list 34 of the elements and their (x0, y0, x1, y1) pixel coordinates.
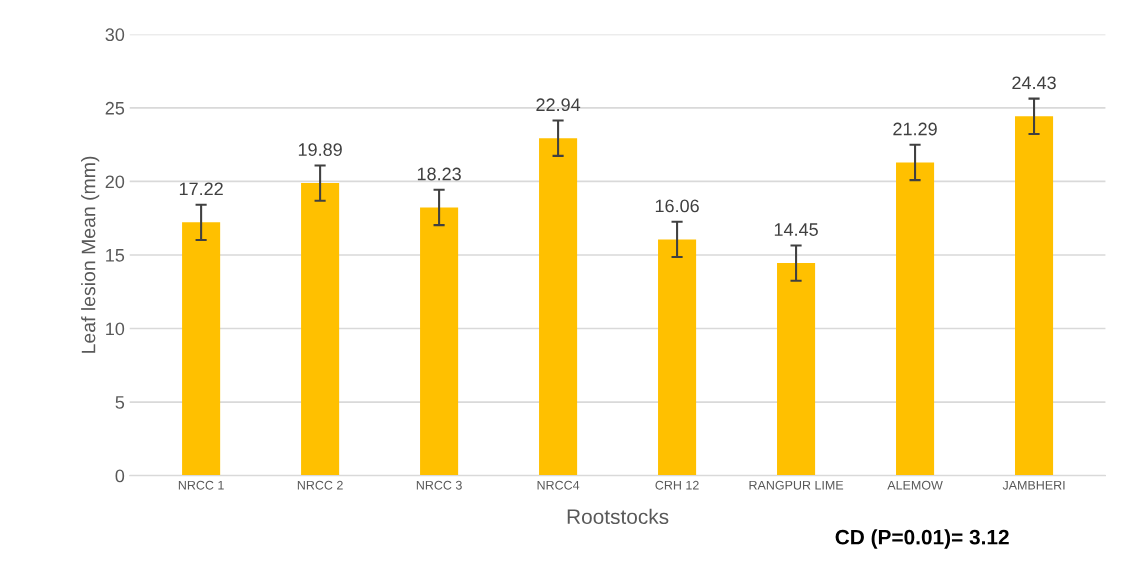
x-tick-label: ALEMOW (887, 480, 943, 490)
x-tick-label: NRCC 3 (416, 480, 462, 490)
x-tick-label: NRCC 2 (297, 480, 343, 490)
x-tick-label: JAMBHERI (1002, 480, 1065, 490)
data-label: 17.22 (179, 182, 223, 196)
y-tick-label: 10 (106, 322, 125, 336)
y-tick-label: 0 (115, 469, 125, 483)
data-label: 14.45 (774, 223, 818, 236)
y-axis-title: Leaf lesion Mean (mm) (81, 156, 100, 353)
x-tick-label: RANGPUR LIME (749, 480, 844, 490)
data-label: 21.29 (893, 122, 937, 136)
data-label: 18.23 (417, 167, 461, 181)
data-label: 22.94 (536, 98, 581, 112)
text: CD (P=0.01)= 3.12 (835, 529, 1009, 549)
y-tick-label: 25 (105, 101, 125, 115)
y-tick-label: 15 (106, 249, 125, 262)
y-tick-label: 20 (105, 175, 125, 189)
bar (658, 239, 697, 476)
bar (896, 162, 935, 476)
bar (1015, 116, 1054, 476)
data-label: 24.43 (1012, 76, 1056, 90)
x-axis-title: Rootstocks (567, 508, 669, 525)
y-tick-label: 5 (115, 396, 125, 409)
x-tick-label: NRCC 1 (178, 480, 224, 490)
bar (777, 263, 816, 476)
bar (539, 138, 578, 476)
data-label: 19.89 (298, 143, 342, 156)
bar (420, 207, 459, 476)
bar (182, 222, 221, 476)
data-label: 16.06 (655, 199, 699, 213)
y-tick-label: 30 (105, 28, 125, 42)
x-tick-label: CRH 12 (655, 480, 699, 490)
x-tick-label: NRCC4 (537, 480, 580, 490)
bar (301, 183, 340, 476)
